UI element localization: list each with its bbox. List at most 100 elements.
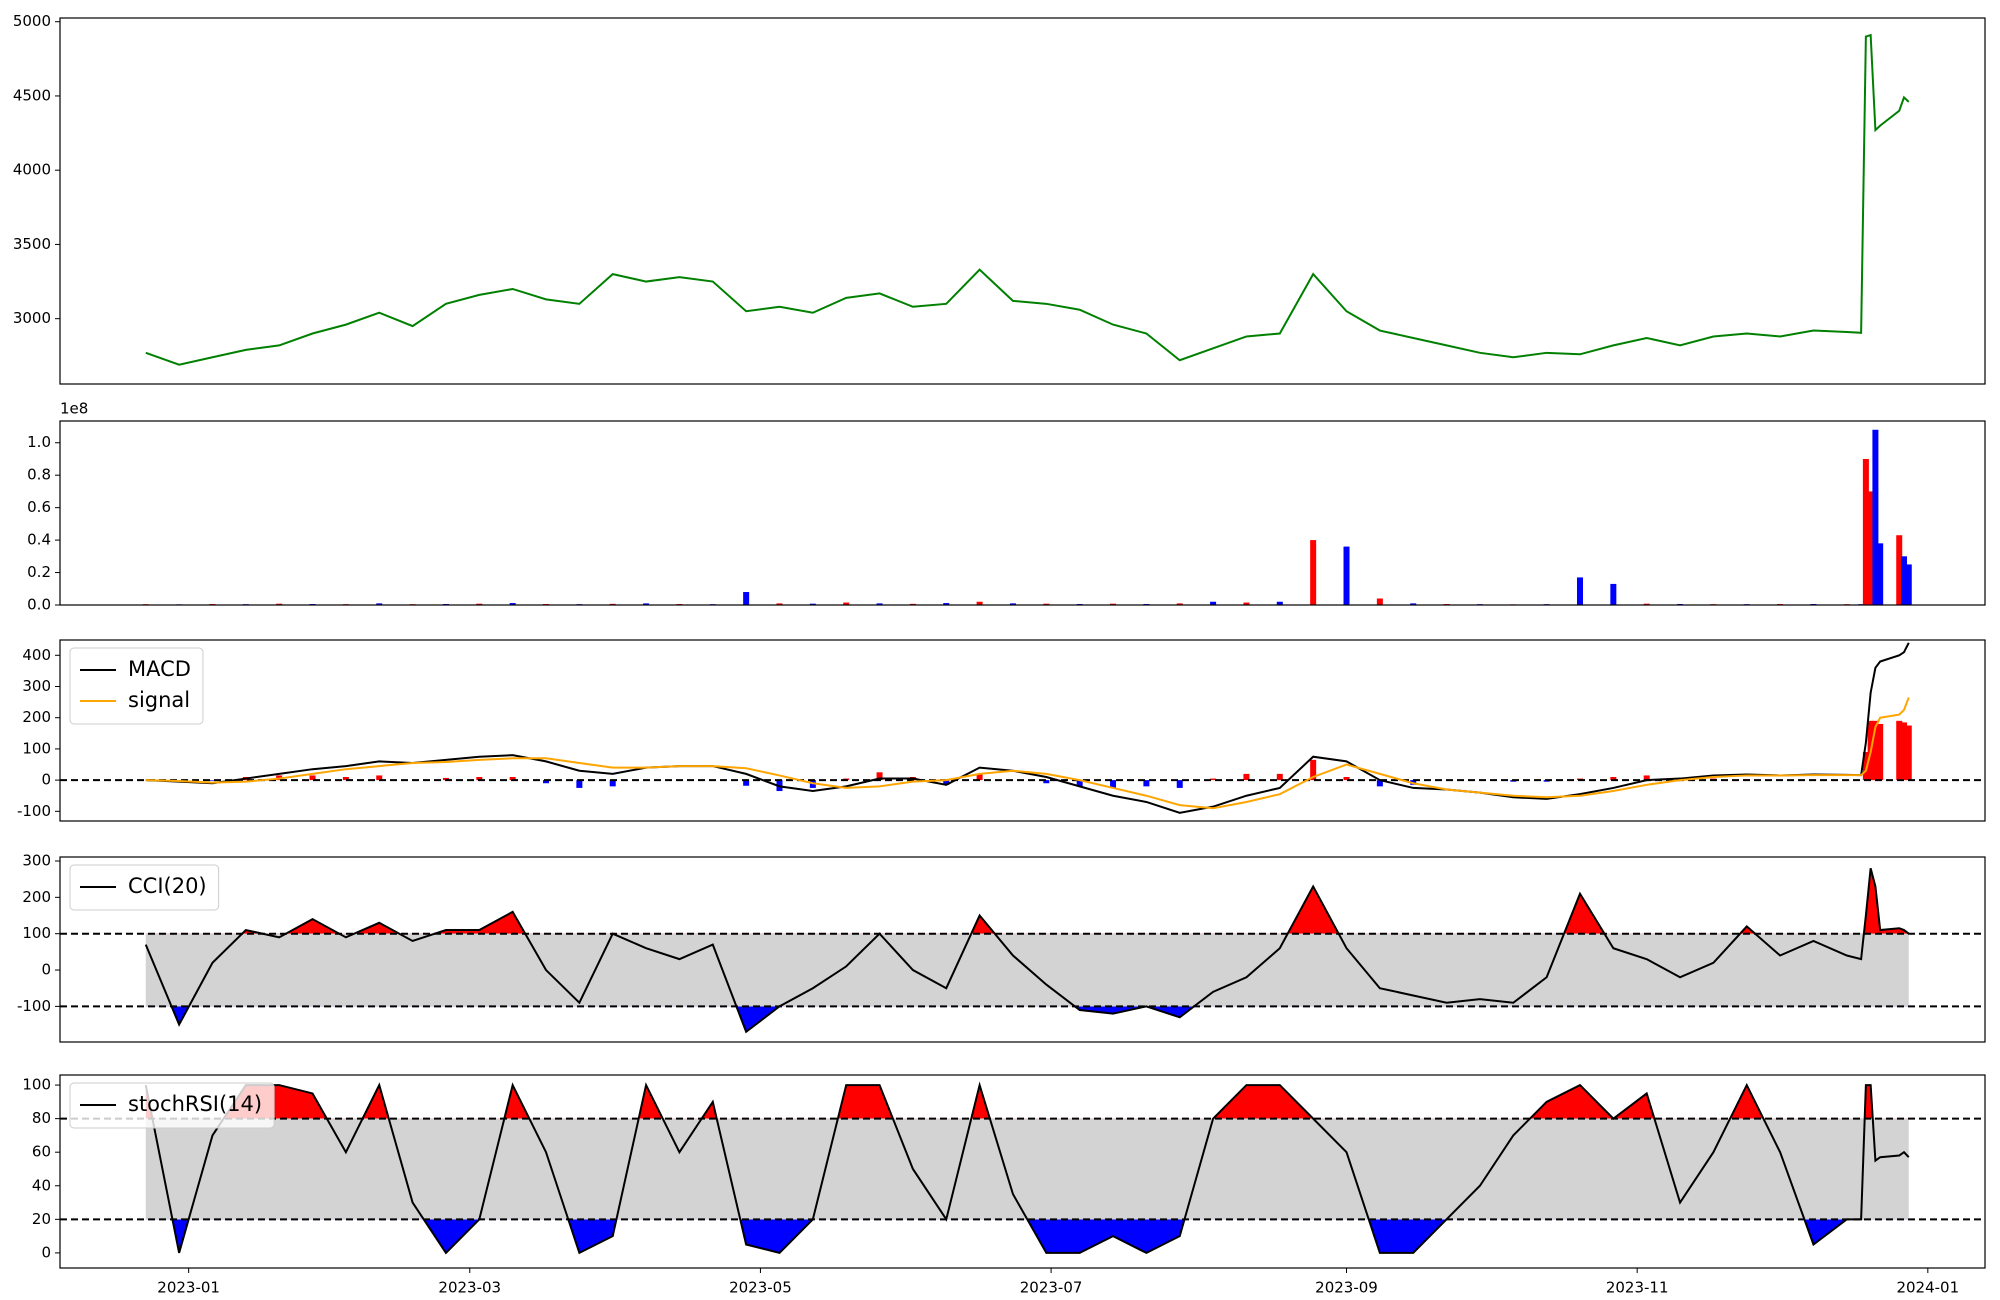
y-tick-label: 300 (22, 851, 51, 869)
plot-frame (59, 1074, 1986, 1269)
y-tick-label: 200 (22, 708, 51, 726)
legend: stochRSI(14) (69, 1082, 275, 1129)
legend-label: CCI(20) (128, 874, 207, 898)
y-tick-label: 0.4 (27, 531, 51, 549)
y-tick-label: 4500 (13, 86, 51, 104)
bar (1376, 598, 1383, 605)
bar (1276, 601, 1283, 605)
histogram-bar (743, 780, 750, 786)
histogram-bar (1176, 780, 1183, 788)
bar (1343, 546, 1350, 605)
legend: MACD signal (69, 647, 204, 725)
neutral-band (145, 1118, 1909, 1220)
bar (1862, 458, 1869, 605)
bar (943, 603, 950, 605)
y-tick-label: 20 (32, 1210, 51, 1228)
bar (1643, 603, 1650, 605)
series-line (145, 697, 1910, 810)
histogram-bar (976, 773, 983, 781)
x-tick-label: 2023-07 (1020, 1279, 1083, 1297)
x-tick-label: 2023-05 (729, 1279, 792, 1297)
y-tick-label: 100 (22, 739, 51, 757)
bar (1900, 556, 1907, 605)
panel: 0.0 0.2 0.4 0.6 0.8 1.0 1e8 (27, 400, 1986, 614)
histogram-bar (209, 780, 216, 781)
histogram-bar (1310, 759, 1317, 781)
plot-frame (59, 420, 1986, 606)
legend-box (69, 864, 220, 911)
panel: 3000 3500 4000 4500 5000 (13, 12, 1986, 385)
histogram-bar (1877, 723, 1884, 781)
histogram-bar (509, 776, 516, 781)
bar (843, 602, 850, 605)
bar (1176, 603, 1183, 605)
series-line (145, 33, 1910, 366)
histogram-bar (1905, 725, 1912, 781)
histogram-bar (576, 780, 583, 788)
y-tick-label: 4000 (13, 161, 51, 179)
x-tick-label: 2023-01 (157, 1279, 220, 1297)
y-tick-label: 0.6 (27, 498, 51, 516)
below-fill (171, 1006, 1195, 1032)
y-tick-label: 0 (41, 1243, 51, 1261)
bar (276, 603, 283, 605)
histogram-bar (876, 772, 883, 781)
bar (376, 603, 383, 605)
histogram-bar (1076, 780, 1083, 787)
bar (1110, 603, 1117, 605)
histogram-bar (543, 780, 550, 784)
y-tick-label: -100 (17, 802, 51, 820)
bar (1576, 577, 1583, 605)
legend-label: stochRSI(14) (128, 1092, 262, 1116)
histogram-bar (476, 776, 483, 781)
series-line (145, 642, 1910, 814)
histogram-bar (1043, 780, 1050, 784)
bar (1210, 601, 1217, 605)
histogram-bar (1896, 720, 1903, 781)
histogram-bar (1110, 780, 1117, 788)
y-tick-label: 60 (32, 1143, 51, 1161)
y-tick-label: 0 (41, 961, 51, 979)
panel: -100 0 100 200 300 400 MACD signal (17, 639, 1986, 822)
histogram-bar (1276, 773, 1283, 781)
bar (876, 603, 883, 605)
bar (1243, 602, 1250, 605)
plot-frame (59, 856, 1986, 1043)
panel: 0 20 40 60 80 100 2023-01 2023-03 2023-05 2023-07… (22, 1074, 1986, 1297)
bar (1905, 564, 1912, 605)
bar (643, 603, 650, 605)
y-tick-label: 5000 (13, 12, 51, 30)
y-tick-label: 200 (22, 888, 51, 906)
y-tick-label: 400 (22, 646, 51, 664)
neutral-band (145, 933, 1909, 1007)
y-tick-label: 300 (22, 677, 51, 695)
histogram-bar (1900, 722, 1907, 781)
bar (1043, 603, 1050, 605)
bar (476, 603, 483, 605)
histogram-bar (442, 777, 449, 781)
histogram-bar (1343, 776, 1350, 781)
bar (1896, 535, 1903, 605)
below-fill (172, 1219, 1847, 1253)
bar (743, 592, 750, 605)
bar (1610, 583, 1617, 605)
series-line (144, 1081, 1910, 1255)
histogram-bar (1872, 720, 1879, 781)
histogram-bar (1643, 775, 1650, 781)
bar (776, 603, 783, 605)
y-tick-label: 80 (32, 1109, 51, 1127)
plot-frame (59, 17, 1986, 385)
histogram-bar (1243, 773, 1250, 781)
bar (1410, 603, 1417, 605)
legend-box (69, 647, 204, 725)
histogram-bar (376, 775, 383, 781)
x-tick-label: 2023-03 (438, 1279, 501, 1297)
x-tick-label: 2024-01 (1896, 1279, 1959, 1297)
x-tick-label: 2023-09 (1315, 1279, 1378, 1297)
legend-label: signal (128, 688, 190, 712)
histogram-bar (1143, 780, 1150, 787)
y-tick-label: 0.8 (27, 466, 51, 484)
y-tick-label: 1.0 (27, 433, 51, 451)
bar (1877, 543, 1884, 605)
bar (1310, 540, 1317, 605)
